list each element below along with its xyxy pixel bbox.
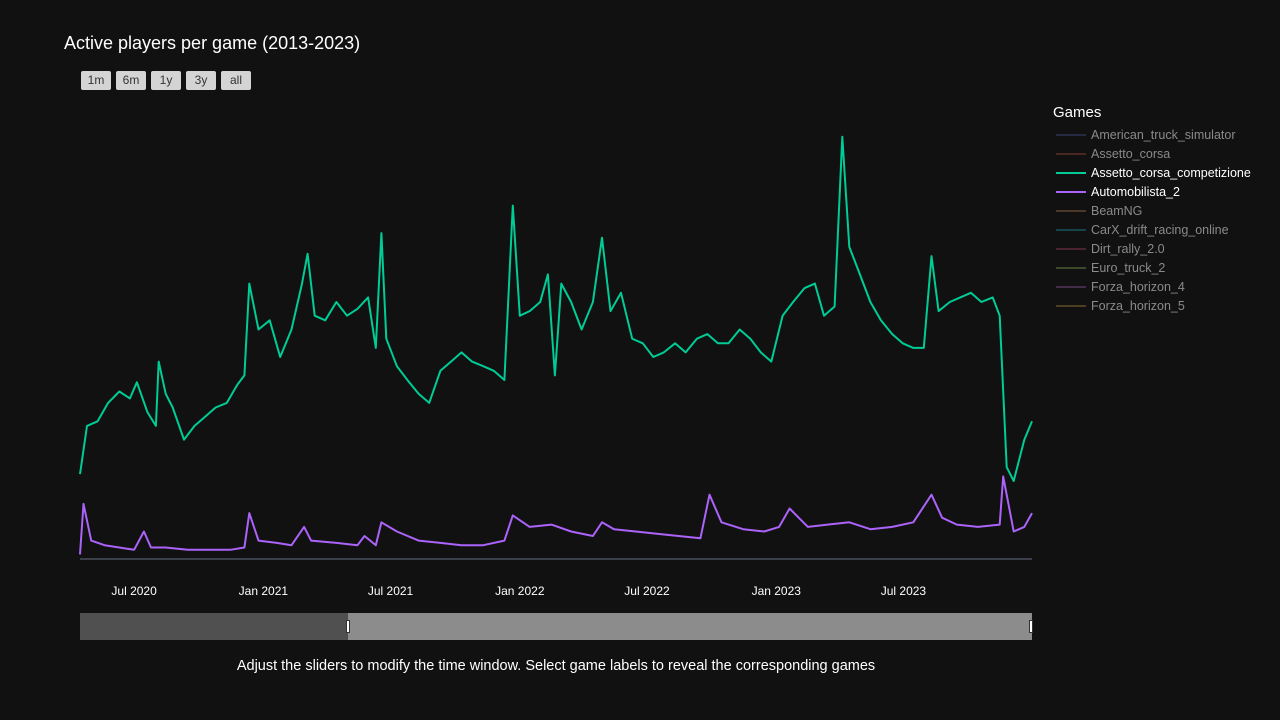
legend-swatch — [1056, 152, 1086, 155]
legend-title: Games — [1053, 104, 1102, 121]
legend-label: Euro_truck_2 — [1091, 260, 1166, 275]
range-button-1m[interactable]: 1m — [81, 71, 111, 90]
x-tick-label: Jul 2021 — [368, 584, 414, 598]
caption: Adjust the sliders to modify the time wi… — [236, 658, 876, 674]
legend-label: Assetto_corsa_competizione — [1091, 165, 1251, 180]
legend-item-carx-drift-racing-online[interactable]: CarX_drift_racing_online — [1053, 220, 1251, 239]
range-button-1y[interactable]: 1y — [151, 71, 181, 90]
series-lines — [79, 135, 1033, 555]
legend-label: Assetto_corsa — [1091, 146, 1171, 161]
legend-label: Forza_horizon_4 — [1091, 279, 1185, 294]
legend-swatch — [1056, 285, 1086, 288]
range-slider-left-handle[interactable] — [346, 620, 350, 633]
legend-swatch — [1056, 304, 1086, 307]
legend-item-assetto-corsa-competizione[interactable]: Assetto_corsa_competizione — [1053, 163, 1251, 182]
legend-swatch — [1056, 266, 1086, 269]
legend-label: BeamNG — [1091, 203, 1143, 218]
x-tick-label: Jul 2022 — [624, 584, 670, 598]
legend: Games American_truck_simulator Assetto_co… — [1053, 104, 1251, 315]
legend-item-euro-truck-2[interactable]: Euro_truck_2 — [1053, 258, 1251, 277]
legend-label: Dirt_rally_2.0 — [1091, 241, 1165, 256]
range-button-all[interactable]: all — [221, 71, 251, 90]
x-tick-label: Jan 2021 — [239, 584, 289, 598]
series-line-automobilista-2[interactable] — [79, 475, 1033, 555]
legend-item-forza-horizon-4[interactable]: Forza_horizon_4 — [1053, 277, 1251, 296]
range-slider-unselected — [80, 613, 348, 640]
range-button-3y[interactable]: 3y — [186, 71, 216, 90]
legend-item-american-truck-simulator[interactable]: American_truck_simulator — [1053, 125, 1251, 144]
x-axis-ticks: Jul 2020 Jan 2021 Jul 2021 Jan 2022 Jul 2022… — [111, 584, 926, 598]
x-tick-label: Jul 2020 — [111, 584, 157, 598]
legend-item-forza-horizon-5[interactable]: Forza_horizon_5 — [1053, 296, 1251, 315]
legend-label: CarX_drift_racing_online — [1091, 222, 1229, 237]
legend-swatch — [1056, 247, 1086, 250]
legend-swatch — [1056, 133, 1086, 136]
range-slider[interactable] — [80, 613, 1033, 640]
range-button-6m[interactable]: 6m — [116, 71, 146, 90]
legend-label: Forza_horizon_5 — [1091, 298, 1185, 313]
x-tick-label: Jul 2023 — [881, 584, 927, 598]
legend-label: Automobilista_2 — [1091, 184, 1180, 199]
legend-swatch — [1056, 228, 1086, 231]
chart-title: Active players per game (2013-2023) — [64, 33, 361, 53]
legend-item-dirt-rally-2-0[interactable]: Dirt_rally_2.0 — [1053, 239, 1251, 258]
legend-swatch — [1056, 171, 1086, 174]
legend-swatch — [1056, 190, 1086, 193]
range-selector: 1m 6m 1y 3y all — [81, 71, 251, 90]
series-line-assetto-corsa-competizione[interactable] — [79, 135, 1033, 482]
x-tick-label: Jan 2022 — [495, 584, 545, 598]
range-slider-right-handle[interactable] — [1029, 620, 1033, 633]
legend-swatch — [1056, 209, 1086, 212]
legend-item-beamng[interactable]: BeamNG — [1053, 201, 1251, 220]
legend-item-assetto-corsa[interactable]: Assetto_corsa — [1053, 144, 1251, 163]
legend-item-automobilista-2[interactable]: Automobilista_2 — [1053, 182, 1251, 201]
x-tick-label: Jan 2023 — [752, 584, 802, 598]
legend-label: American_truck_simulator — [1091, 127, 1236, 142]
